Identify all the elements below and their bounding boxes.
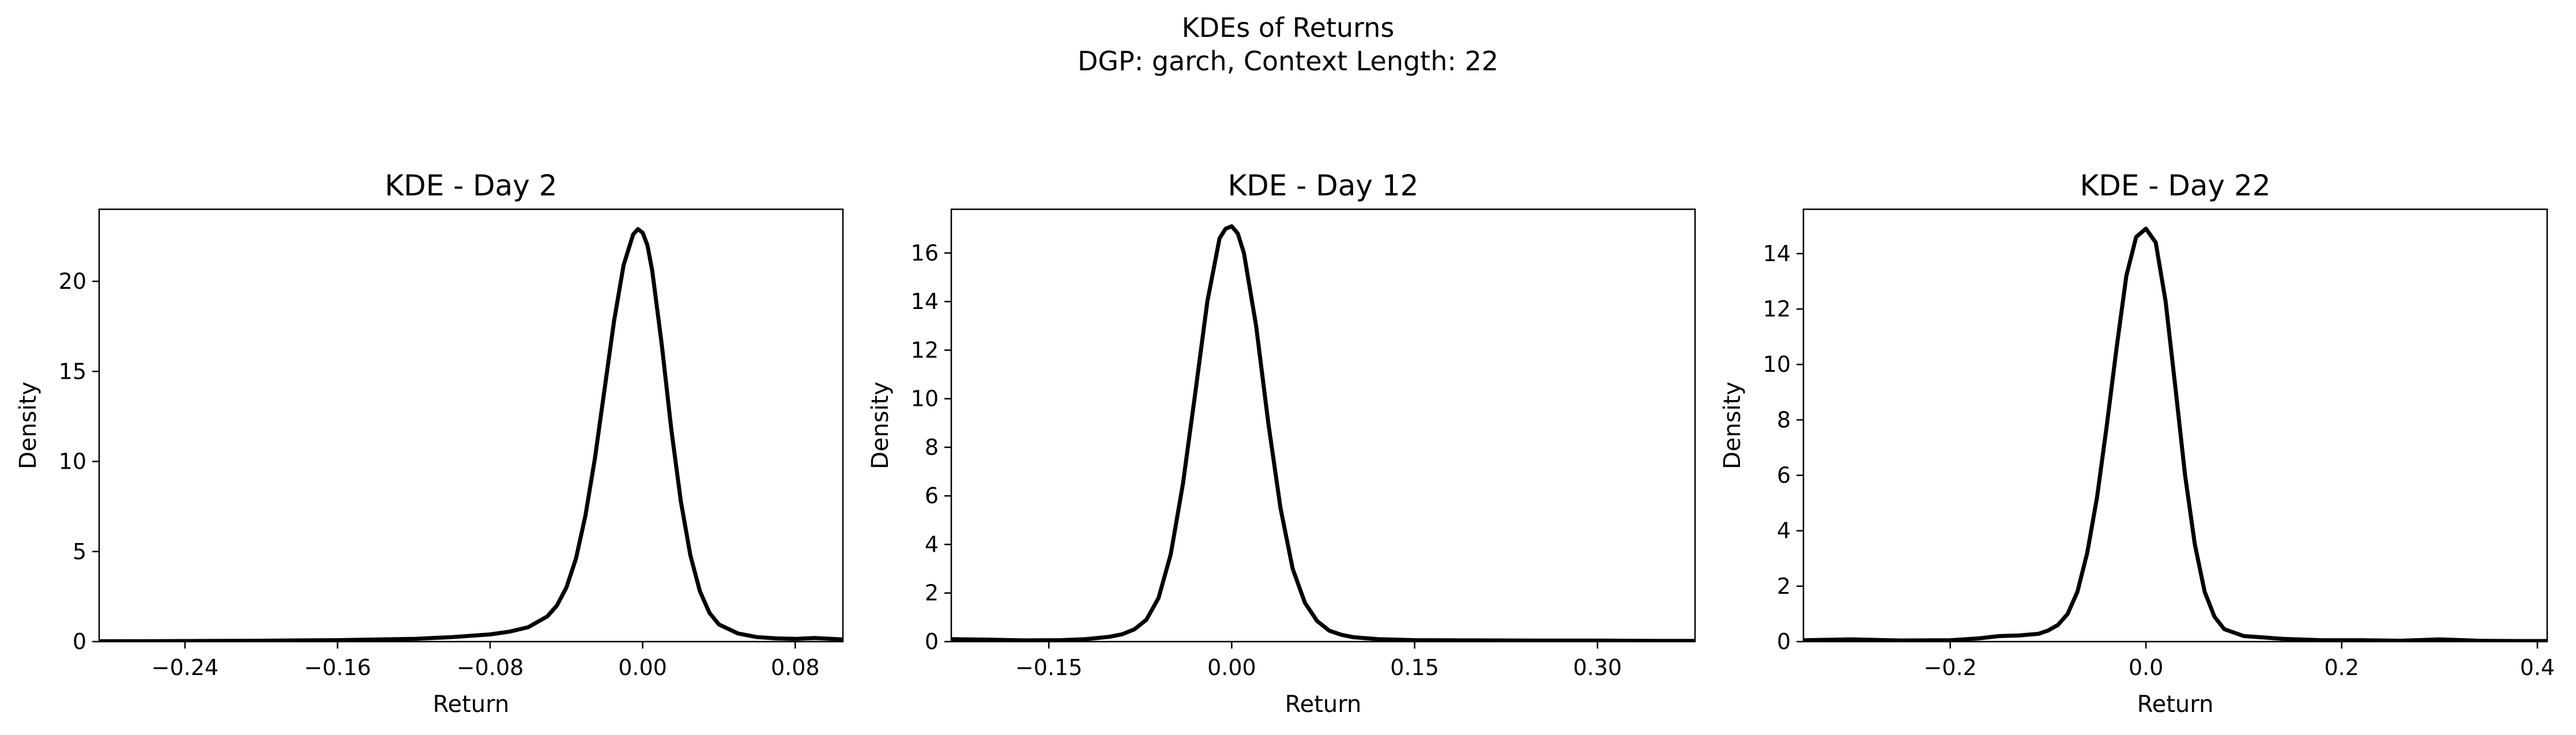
- figure-suptitle-line1: KDEs of Returns: [1182, 12, 1395, 43]
- x-tick-label: −0.16: [304, 655, 371, 680]
- x-tick-label: −0.24: [152, 655, 219, 680]
- y-tick-label: 0: [925, 629, 939, 654]
- x-tick-label: 0.2: [2324, 655, 2359, 680]
- y-tick-label: 15: [59, 359, 86, 384]
- y-tick-label: 8: [1777, 407, 1791, 432]
- x-tick-label: 0.4: [2520, 655, 2555, 680]
- y-axis-label: Density: [867, 382, 894, 469]
- kde-line-3-series-1: [1803, 227, 2547, 642]
- y-tick-label: 12: [1763, 296, 1791, 322]
- kde-line-1-series-1: [99, 227, 843, 642]
- subplot-title: KDE - Day 22: [2080, 169, 2271, 202]
- x-tick-label: 0.30: [1573, 655, 1622, 680]
- y-tick-label: 4: [925, 532, 939, 557]
- x-tick-label: −0.15: [1015, 655, 1082, 680]
- subplot-1: −0.24 −0.16 −0.08 0.00 0.08 0 5 10 15 20 KDE - Day…: [15, 169, 844, 718]
- y-tick-label: 16: [911, 240, 939, 266]
- figure-suptitle-line2: DGP: garch, Context Length: 22: [1078, 46, 1498, 77]
- subplot-title: KDE - Day 2: [385, 169, 557, 202]
- y-tick-label: 12: [911, 337, 939, 363]
- axes-frame-3: [1802, 208, 2548, 643]
- subplot-2: −0.15 0.00 0.15 0.30 0 2 4 6 8 10 12 14 16 KDE - Day …: [867, 169, 1696, 718]
- kde-line-2-series-1: [951, 224, 1695, 642]
- y-tick-label: 14: [911, 289, 939, 314]
- y-tick-label: 0: [1777, 629, 1791, 654]
- y-tick-label: 8: [925, 435, 939, 460]
- y-tick-label: 2: [1777, 574, 1791, 599]
- x-tick-label: 0.0: [2129, 655, 2163, 680]
- y-tick-label: 4: [1777, 518, 1791, 544]
- x-axis-label: Return: [1285, 691, 1362, 718]
- y-tick-label: 6: [925, 483, 939, 508]
- x-axis-label: Return: [2137, 691, 2214, 718]
- y-tick-label: 0: [73, 629, 86, 654]
- y-tick-label: 10: [1763, 352, 1791, 377]
- y-tick-label: 10: [59, 449, 86, 474]
- x-tick-label: −0.08: [457, 655, 524, 680]
- subplot-title: KDE - Day 12: [1228, 169, 1419, 202]
- y-axis-label: Density: [15, 382, 42, 469]
- x-axis-label: Return: [433, 691, 510, 718]
- y-tick-label: 10: [911, 386, 939, 412]
- y-tick-label: 20: [59, 269, 86, 294]
- y-axis-label: Density: [1719, 382, 1746, 469]
- y-tick-label: 14: [1763, 241, 1791, 266]
- y-tick-label: 2: [925, 581, 939, 606]
- x-tick-label: 0.00: [618, 655, 667, 680]
- x-tick-label: 0.15: [1390, 655, 1439, 680]
- axes-frame-1: [98, 208, 844, 643]
- y-tick-label: 6: [1777, 463, 1791, 488]
- x-tick-label: 0.08: [771, 655, 820, 680]
- y-tick-label: 5: [73, 539, 86, 564]
- x-tick-label: 0.00: [1207, 655, 1256, 680]
- axes-frame-2: [950, 208, 1696, 643]
- subplot-3: −0.2 0.0 0.2 0.4 0 2 4 6 8 10 12 14 KDE - Day 22 Retu…: [1719, 169, 2555, 718]
- x-tick-label: −0.2: [1923, 655, 1976, 680]
